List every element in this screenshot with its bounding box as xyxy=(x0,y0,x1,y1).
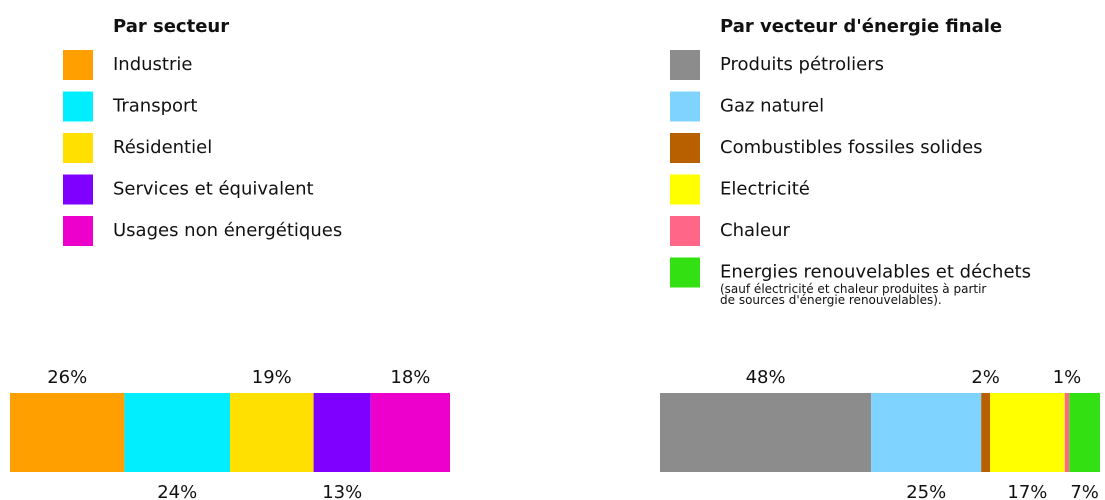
legend-title: Par secteur xyxy=(113,16,229,37)
legend-label: Usages non énergétiques xyxy=(113,220,342,241)
bar-segment xyxy=(990,393,1065,472)
legend-label: Gaz naturel xyxy=(720,96,824,117)
legend-swatch xyxy=(670,133,700,163)
data-label: 17% xyxy=(1007,482,1047,500)
legend-swatch xyxy=(670,50,700,80)
legend-swatch xyxy=(63,91,93,122)
legend-label: Electricité xyxy=(720,179,810,200)
data-label: 48% xyxy=(746,367,786,388)
data-label: 25% xyxy=(906,482,946,500)
legend-note: (sauf électricité et chaleur produites à… xyxy=(720,282,986,296)
legend-label: Energies renouvelables et déchets xyxy=(720,262,1031,283)
data-label: 19% xyxy=(252,367,292,388)
legend-label: Résidentiel xyxy=(113,137,212,158)
legend-swatch xyxy=(63,50,93,80)
legend-label: Produits pétroliers xyxy=(720,54,884,75)
bar-segment xyxy=(1069,393,1100,472)
legend-swatch xyxy=(670,174,700,205)
bar-segment xyxy=(10,393,125,472)
bar-segment xyxy=(313,393,371,472)
bar-segment xyxy=(230,393,314,472)
bar-segment xyxy=(1064,393,1070,472)
bar-segment xyxy=(981,393,990,472)
bar-segment xyxy=(124,393,230,472)
legend-label: Industrie xyxy=(113,54,192,75)
bar-segment xyxy=(370,393,450,472)
legend-title: Par vecteur d'énergie finale xyxy=(720,16,1002,37)
legend-swatch xyxy=(63,133,93,163)
data-label: 13% xyxy=(322,482,362,500)
data-label: 7% xyxy=(1070,482,1099,500)
legend-swatch xyxy=(670,257,700,288)
bar-segment xyxy=(871,393,982,472)
legend-label: Services et équivalent xyxy=(113,179,314,200)
legend-swatch xyxy=(63,174,93,205)
legend-note: de sources d'énergie renouvelables). xyxy=(720,293,942,307)
legend-swatch xyxy=(63,216,93,246)
legend-swatch xyxy=(670,91,700,122)
legend-label: Combustibles fossiles solides xyxy=(720,137,983,158)
data-label: 18% xyxy=(390,367,430,388)
bar-segment xyxy=(660,393,872,472)
data-label: 26% xyxy=(47,367,87,388)
data-label: 1% xyxy=(1053,367,1082,388)
legend-label: Chaleur xyxy=(720,220,790,241)
legend-swatch xyxy=(670,216,700,246)
data-label: 24% xyxy=(157,482,197,500)
legend-label: Transport xyxy=(112,96,197,117)
data-label: 2% xyxy=(971,367,1000,388)
